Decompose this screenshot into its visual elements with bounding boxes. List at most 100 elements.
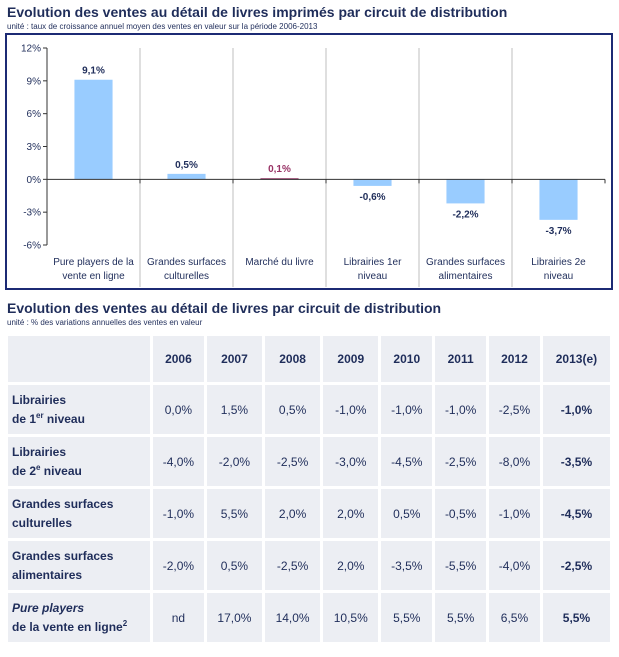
table-cell: -5,5%: [435, 541, 487, 590]
table-cell: -1,0%: [435, 385, 487, 434]
table-cell: -2,5%: [265, 541, 321, 590]
table-cell: -4,5%: [381, 437, 433, 486]
row-label: Librairies de 1er niveau: [8, 385, 150, 434]
table-cell: -4,0%: [153, 437, 204, 486]
x-tick-label: Pure players de la: [53, 257, 134, 268]
table-cell: -1,0%: [542, 385, 610, 434]
x-tick-label: alimentaires: [439, 271, 493, 282]
table-cell: -1,0%: [323, 385, 379, 434]
row-label-line2: de 2: [12, 464, 37, 478]
row-label-line2: de la vente en ligne: [12, 620, 123, 634]
x-tick-label: Librairies 1er: [344, 257, 402, 268]
table-cell: nd: [153, 593, 204, 642]
header-blank-cell: [8, 336, 150, 382]
data-label: -2,2%: [452, 209, 478, 220]
table-cell: 2,0%: [323, 489, 379, 538]
y-tick-label: -6%: [23, 241, 41, 252]
table-cell: -2,5%: [489, 385, 540, 434]
table-cell: 5,5%: [381, 593, 433, 642]
data-label: -3,7%: [545, 226, 571, 237]
row-label-line2: culturelles: [12, 516, 73, 530]
header-year: 2009: [323, 336, 379, 382]
header-year: 2006: [153, 336, 204, 382]
table-cell: -3,5%: [542, 437, 610, 486]
row-label-line1: Librairies: [12, 393, 67, 407]
table-cell: 14,0%: [265, 593, 321, 642]
table-cell: -2,5%: [265, 437, 321, 486]
data-label: -0,6%: [359, 192, 385, 203]
chart-subtitle: unité : taux de croissance annuel moyen …: [7, 22, 318, 31]
x-tick-label: Grandes surfaces: [147, 257, 226, 268]
data-label: 0,1%: [268, 164, 291, 175]
table-cell: -8,0%: [489, 437, 540, 486]
x-tick-label: Librairies 2e: [531, 257, 586, 268]
x-tick-label: niveau: [358, 271, 387, 282]
bar-chart: 12% 9% 6% 3% 0% -3% -6% 9,1% Pure players de la v…: [21, 44, 606, 287]
row-label-sup: 2: [122, 619, 128, 628]
header-year: 2008: [265, 336, 321, 382]
table-cell: -1,0%: [153, 489, 204, 538]
table-cell: 5,5%: [542, 593, 610, 642]
table-header-row: 2006 2007 2008 2009 2010 2011 2012 2013(…: [8, 336, 610, 382]
table-title: Evolution des ventes au détail de livres…: [7, 300, 442, 316]
row-label-line2: alimentaires: [12, 568, 83, 582]
x-tick-label: niveau: [544, 271, 573, 282]
table-cell: -2,5%: [435, 437, 487, 486]
row-label-line2: de 1: [12, 412, 37, 426]
table-cell: 6,5%: [489, 593, 540, 642]
y-tick-label: 0%: [27, 175, 42, 186]
y-tick-label: 3%: [27, 142, 42, 153]
header-year: 2007: [206, 336, 263, 382]
x-tick-label: vente en ligne: [62, 271, 125, 282]
chart-title: Evolution des ventes au détail de livres…: [7, 4, 508, 20]
table-cell: 2,0%: [265, 489, 321, 538]
header-year: 2013(e): [542, 336, 610, 382]
row-label: Pure players de la vente en ligne2: [8, 593, 150, 642]
table-cell: 0,5%: [206, 541, 263, 590]
row-label-line1: Pure players: [12, 601, 85, 615]
table-row: Librairies de 2e niveau -4,0% -2,0% -2,5…: [8, 437, 610, 486]
table-cell: -3,0%: [323, 437, 379, 486]
bar: [539, 179, 578, 220]
y-tick-label: 12%: [21, 44, 41, 55]
table-cell: 0,0%: [153, 385, 204, 434]
y-tick-label: 6%: [27, 109, 42, 120]
header-year: 2010: [381, 336, 433, 382]
table-cell: -1,0%: [381, 385, 433, 434]
table-row: Librairies de 1er niveau 0,0% 1,5% 0,5% …: [8, 385, 610, 434]
y-tick-label: -3%: [23, 208, 41, 219]
row-label-sup: er: [36, 411, 44, 420]
bar: [167, 173, 206, 180]
table-subtitle: unité : % des variations annuelles des v…: [7, 318, 203, 327]
table-cell: -0,5%: [435, 489, 487, 538]
table-cell: 10,5%: [323, 593, 379, 642]
data-label: 0,5%: [175, 160, 198, 171]
table-cell: 0,5%: [381, 489, 433, 538]
row-label: Grandes surfaces alimentaires: [8, 541, 150, 590]
row-label-line1: Librairies: [12, 445, 67, 459]
table-cell: -1,0%: [489, 489, 540, 538]
table-row: Grandes surfaces culturelles -1,0% 5,5% …: [8, 489, 610, 538]
row-label-line1: Grandes surfaces: [12, 549, 114, 563]
table-cell: -2,0%: [153, 541, 204, 590]
bar: [353, 179, 392, 186]
table-cell: -4,0%: [489, 541, 540, 590]
bar: [74, 79, 113, 180]
table-cell: 17,0%: [206, 593, 263, 642]
header-year: 2012: [489, 336, 540, 382]
table-row: Pure players de la vente en ligne2 nd 17…: [8, 593, 610, 642]
table-row: Grandes surfaces alimentaires -2,0% 0,5%…: [8, 541, 610, 590]
x-tick-label: Marché du livre: [245, 257, 314, 268]
table-cell: -3,5%: [381, 541, 433, 590]
y-tick-label: 9%: [27, 76, 42, 87]
row-label: Grandes surfaces culturelles: [8, 489, 150, 538]
row-label-line3: niveau: [40, 464, 82, 478]
row-label-line3: niveau: [43, 412, 85, 426]
x-tick-label: culturelles: [164, 271, 209, 282]
chart-frame: 12% 9% 6% 3% 0% -3% -6% 9,1% Pure players de la v…: [5, 33, 613, 290]
table-cell: 5,5%: [206, 489, 263, 538]
row-label-line1: Grandes surfaces: [12, 497, 114, 511]
table-cell: 2,0%: [323, 541, 379, 590]
table-cell: 0,5%: [265, 385, 321, 434]
x-tick-label: Grandes surfaces: [426, 257, 505, 268]
